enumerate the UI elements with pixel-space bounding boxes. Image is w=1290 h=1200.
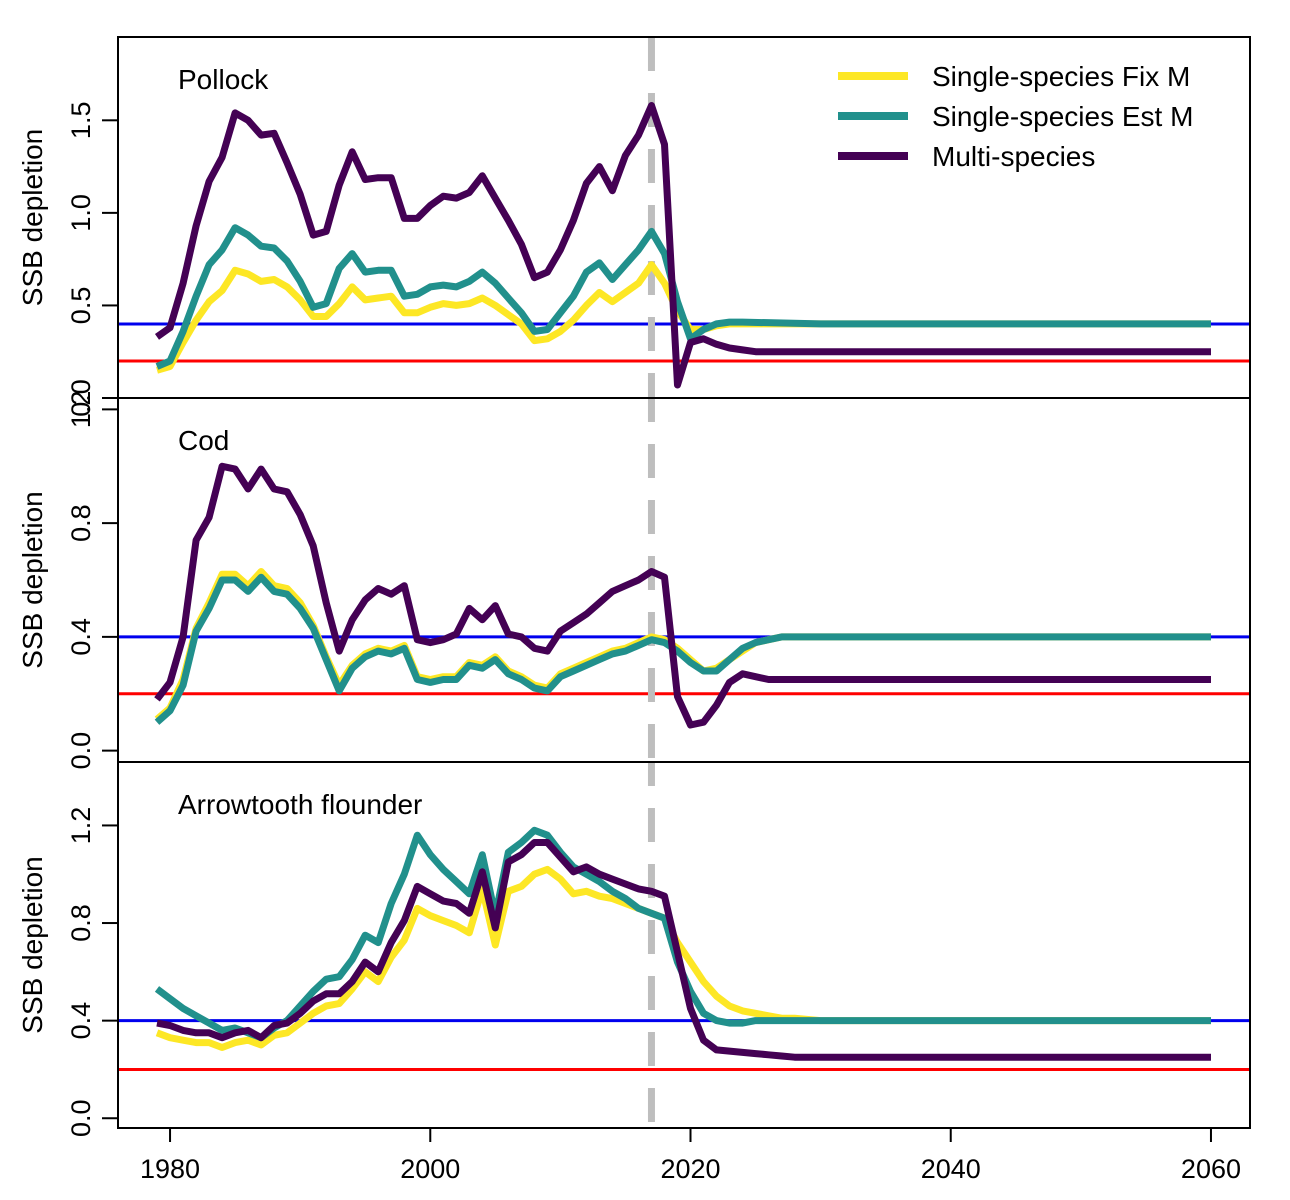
panel-data-area bbox=[118, 398, 1250, 762]
y-axis-label: SSB depletion bbox=[17, 129, 48, 306]
panel-title: Cod bbox=[178, 425, 229, 456]
panel-data-area bbox=[118, 762, 1250, 1128]
series-line-single-species-est-m bbox=[154, 826, 1211, 1042]
y-tick-label: 0.8 bbox=[66, 504, 96, 542]
legend-label: Single-species Est M bbox=[932, 101, 1193, 132]
y-axis-label: SSB depletion bbox=[17, 856, 48, 1033]
y-tick-label: 0.0 bbox=[66, 1099, 96, 1137]
y-tick-label: 0.8 bbox=[66, 904, 96, 942]
y-tick-label: 0.0 bbox=[66, 379, 96, 417]
series-line-single-species-est-m bbox=[155, 224, 1211, 370]
legend-label: Single-species Fix M bbox=[932, 61, 1190, 92]
series-line-single-species-fix-m bbox=[155, 865, 1211, 1051]
y-tick-label: 1.0 bbox=[66, 194, 96, 232]
panel-title: Arrowtooth flounder bbox=[178, 789, 422, 820]
panel-data-area bbox=[118, 37, 1250, 398]
x-tick-label: 2000 bbox=[400, 1154, 460, 1184]
panel-arrowtooth-flounder: 0.0 0.4 0.8 1.2 SSB depletion Arrowtooth flou… bbox=[17, 761, 1251, 1184]
series-line-single-species-est-m bbox=[154, 573, 1211, 725]
legend-label: Multi-species bbox=[932, 141, 1095, 172]
series-line-multi-species bbox=[154, 102, 1211, 389]
x-tick-label: 1980 bbox=[140, 1154, 200, 1184]
x-tick-label: 2040 bbox=[921, 1154, 981, 1184]
series-line-multi-species bbox=[156, 839, 1211, 1061]
y-tick-label: 0.4 bbox=[66, 1002, 96, 1040]
series-line-single-species-fix-m bbox=[154, 568, 1211, 722]
series-line-multi-species bbox=[154, 462, 1211, 729]
y-tick-label: 0.0 bbox=[66, 732, 96, 770]
y-tick-label: 1.2 bbox=[66, 807, 96, 845]
panel-cod: 0.0 0.4 0.8 1.2 SSB depletion Cod bbox=[17, 391, 1251, 770]
y-tick-label: 0.5 bbox=[66, 287, 96, 325]
panel-title: Pollock bbox=[178, 64, 269, 95]
x-tick-label: 2060 bbox=[1181, 1154, 1241, 1184]
panel-pollock: 0.0 0.5 1.0 1.5 SSB depletion Pollock Single-s… bbox=[17, 36, 1251, 417]
y-tick-label: 1.2 bbox=[66, 391, 96, 429]
x-tick-label: 2020 bbox=[660, 1154, 720, 1184]
legend: Single-species Fix M Single-species Est M… bbox=[838, 61, 1193, 172]
y-axis-label: SSB depletion bbox=[17, 491, 48, 668]
y-tick-label: 1.5 bbox=[66, 102, 96, 140]
y-tick-label: 0.4 bbox=[66, 618, 96, 656]
